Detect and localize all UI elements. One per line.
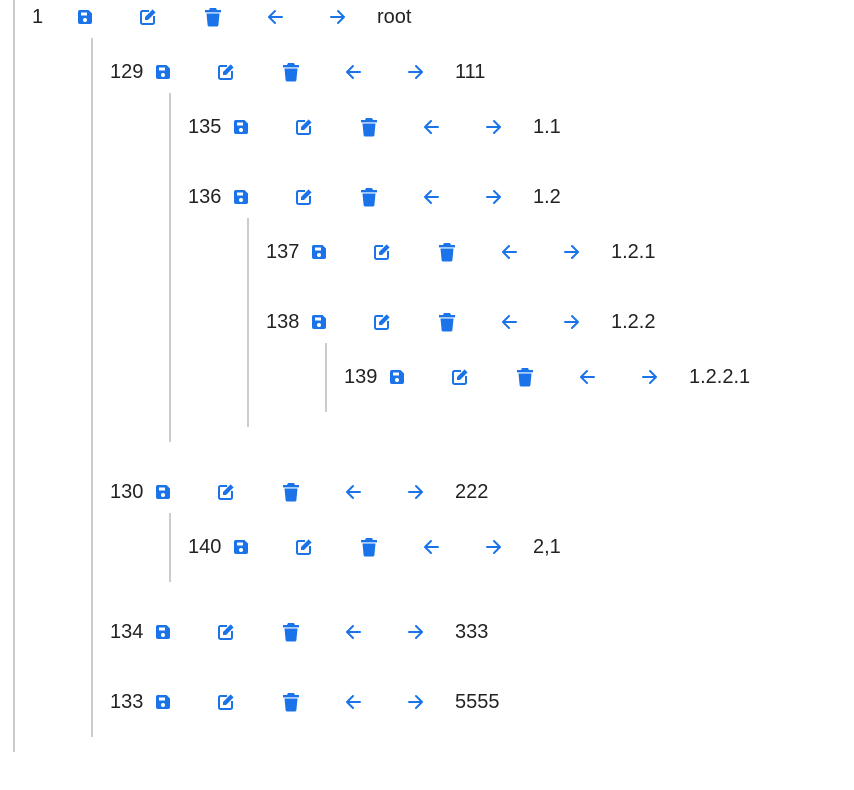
node-id: 1 [32, 6, 44, 28]
arrow-right-icon[interactable] [559, 237, 585, 267]
tree-guide-line-level-0 [13, 0, 15, 752]
save-icon[interactable] [228, 112, 254, 142]
arrow-left-icon[interactable] [418, 182, 444, 212]
save-icon[interactable] [306, 307, 332, 337]
trash-icon[interactable] [278, 617, 304, 647]
node-text[interactable]: 2,1 [533, 536, 561, 558]
arrow-right-icon[interactable] [403, 617, 429, 647]
tree-guide-line-level-4 [325, 343, 327, 412]
edit-icon[interactable] [291, 112, 317, 142]
trash-icon[interactable] [356, 182, 382, 212]
edit-icon[interactable] [369, 237, 395, 267]
node-text[interactable]: 222 [455, 481, 489, 503]
save-icon[interactable] [384, 362, 410, 392]
arrow-left-icon[interactable] [496, 237, 522, 267]
arrow-left-icon[interactable] [418, 112, 444, 142]
node-id: 134 [110, 621, 144, 643]
node-id: 138 [266, 311, 300, 333]
trash-icon[interactable] [356, 112, 382, 142]
tree-guide-line-level-2 [169, 93, 171, 442]
trash-icon[interactable] [356, 532, 382, 562]
arrow-left-icon[interactable] [574, 362, 600, 392]
edit-icon[interactable] [213, 687, 239, 717]
node-text[interactable]: 1.1 [533, 116, 561, 138]
arrow-right-icon[interactable] [403, 477, 429, 507]
trash-icon[interactable] [200, 2, 226, 32]
node-text[interactable]: 1.2 [533, 186, 561, 208]
edit-icon[interactable] [213, 57, 239, 87]
node-id: 137 [266, 241, 300, 263]
trash-icon[interactable] [434, 237, 460, 267]
arrow-right-icon[interactable] [403, 57, 429, 87]
trash-icon[interactable] [512, 362, 538, 392]
arrow-right-icon[interactable] [481, 532, 507, 562]
edit-icon[interactable] [447, 362, 473, 392]
edit-icon[interactable] [369, 307, 395, 337]
save-icon[interactable] [150, 687, 176, 717]
edit-icon[interactable] [213, 477, 239, 507]
node-text[interactable]: 1.2.1 [611, 241, 656, 263]
node-id: 135 [188, 116, 222, 138]
arrow-right-icon[interactable] [481, 182, 507, 212]
arrow-left-icon[interactable] [340, 477, 366, 507]
tree-guide-line-level-3 [247, 218, 249, 427]
edit-icon[interactable] [213, 617, 239, 647]
node-id: 133 [110, 691, 144, 713]
edit-icon[interactable] [291, 532, 317, 562]
node-id: 139 [344, 366, 378, 388]
arrow-right-icon[interactable] [559, 307, 585, 337]
node-text[interactable]: 1.2.2 [611, 311, 656, 333]
arrow-left-icon[interactable] [418, 532, 444, 562]
save-icon[interactable] [228, 532, 254, 562]
node-text[interactable]: 1.2.2.1 [689, 366, 751, 388]
trash-icon[interactable] [278, 477, 304, 507]
edit-icon[interactable] [291, 182, 317, 212]
node-text[interactable]: 333 [455, 621, 489, 643]
trash-icon[interactable] [278, 57, 304, 87]
save-icon[interactable] [306, 237, 332, 267]
arrow-left-icon[interactable] [340, 57, 366, 87]
arrow-right-icon[interactable] [481, 112, 507, 142]
node-text[interactable]: 5555 [455, 691, 500, 713]
node-text[interactable]: root [377, 6, 412, 28]
node-id: 130 [110, 481, 144, 503]
arrow-right-icon[interactable] [637, 362, 663, 392]
arrow-left-icon[interactable] [340, 617, 366, 647]
arrow-right-icon[interactable] [325, 2, 351, 32]
node-id: 140 [188, 536, 222, 558]
arrow-left-icon[interactable] [340, 687, 366, 717]
node-text[interactable]: 111 [455, 61, 486, 83]
save-icon[interactable] [150, 617, 176, 647]
arrow-left-icon[interactable] [496, 307, 522, 337]
save-icon[interactable] [72, 2, 98, 32]
node-id: 129 [110, 61, 144, 83]
save-icon[interactable] [150, 477, 176, 507]
trash-icon[interactable] [434, 307, 460, 337]
node-id: 136 [188, 186, 222, 208]
arrow-left-icon[interactable] [262, 2, 288, 32]
arrow-right-icon[interactable] [403, 687, 429, 717]
edit-icon[interactable] [135, 2, 161, 32]
tree-guide-line-level-2b [169, 513, 171, 582]
save-icon[interactable] [150, 57, 176, 87]
tree-guide-line-level-1 [91, 38, 93, 737]
save-icon[interactable] [228, 182, 254, 212]
trash-icon[interactable] [278, 687, 304, 717]
